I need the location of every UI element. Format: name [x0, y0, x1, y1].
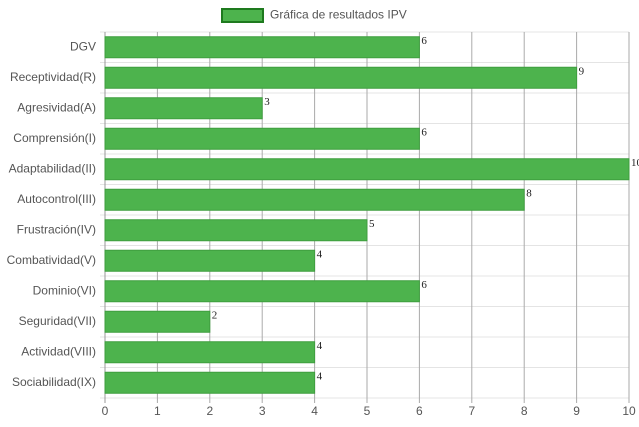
value-label: 4: [317, 370, 323, 382]
bar: [104, 158, 630, 181]
legend-swatch: [221, 8, 264, 23]
x-tick-label: 7: [468, 404, 475, 418]
bar: [104, 97, 263, 120]
x-tick-label: 0: [102, 404, 109, 418]
y-tick-label: Frustración(IV): [17, 222, 96, 236]
value-label: 2: [212, 309, 218, 321]
x-tick-label: 2: [206, 404, 213, 418]
x-tick-label: 1: [154, 404, 161, 418]
x-tick-label: 8: [521, 404, 528, 418]
x-tick-label: 5: [364, 404, 371, 418]
y-tick-label: Seguridad(VII): [19, 314, 96, 328]
bar: [104, 341, 316, 364]
bar: [104, 310, 211, 333]
y-tick-label: Agresividad(A): [17, 100, 96, 114]
bar: [104, 66, 578, 89]
value-label: 9: [579, 65, 585, 77]
bar: [104, 371, 316, 394]
x-tick-label: 10: [622, 404, 636, 418]
x-tick-label: 6: [416, 404, 423, 418]
x-tick-label: 9: [573, 404, 580, 418]
y-tick-label: DGV: [70, 39, 96, 53]
y-tick-label: Sociabilidad(IX): [12, 375, 96, 389]
legend-label: Gráfica de resultados IPV: [270, 8, 407, 22]
y-tick-label: Comprensión(I): [13, 131, 96, 145]
value-label: 8: [526, 187, 532, 199]
bar: [104, 249, 316, 272]
y-tick-label: Actividad(VIII): [21, 344, 96, 358]
value-label: 4: [317, 340, 323, 352]
value-label: 3: [264, 96, 270, 108]
value-label: 6: [421, 279, 427, 291]
y-tick-label: Dominio(VI): [33, 283, 96, 297]
x-tick-label: 4: [311, 404, 318, 418]
value-label: 5: [369, 218, 375, 230]
bar: [104, 219, 368, 242]
x-tick-label: 3: [259, 404, 266, 418]
y-tick-label: Combatividad(V): [7, 253, 96, 267]
bar: [104, 188, 525, 211]
bar: [104, 127, 420, 150]
value-label: 4: [317, 248, 323, 260]
bar: [104, 36, 420, 59]
value-label: 6: [421, 35, 427, 47]
bar: [104, 280, 420, 303]
y-tick-label: Autocontrol(III): [17, 192, 96, 206]
value-label: 10: [631, 157, 639, 169]
y-tick-label: Adaptabilidad(II): [9, 161, 96, 175]
value-label: 6: [421, 126, 427, 138]
y-tick-label: Receptividad(R): [10, 70, 96, 84]
